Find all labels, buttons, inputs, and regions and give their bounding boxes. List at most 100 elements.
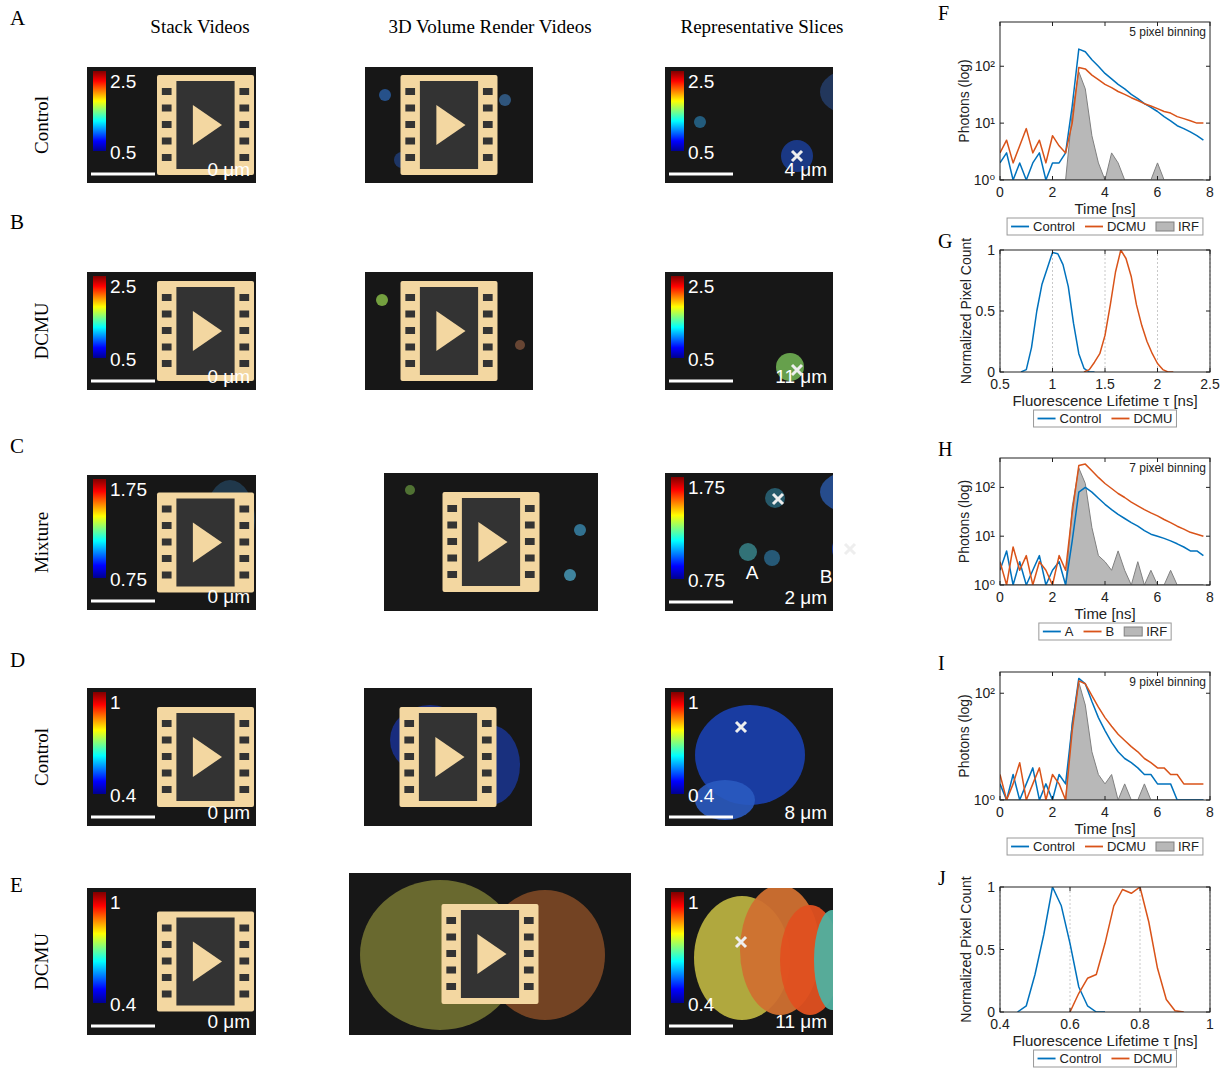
- colorbar-max: 1: [688, 692, 699, 713]
- cells: [360, 880, 605, 1030]
- sprocket: [239, 105, 249, 112]
- cell: [405, 485, 415, 495]
- grid-line: [1070, 887, 1071, 1012]
- colorbar: [671, 276, 684, 358]
- x-axis-title: Time [ns]: [1074, 200, 1135, 217]
- colorbar-min: 0.4: [110, 785, 137, 806]
- y-tick: [1000, 311, 1004, 312]
- x-tick: [1157, 368, 1158, 372]
- film-frame: [176, 287, 234, 375]
- play-symbol: [478, 522, 507, 562]
- x-tick-label: 0: [996, 589, 1004, 605]
- film-frame: [420, 287, 478, 375]
- sprocket: [446, 983, 456, 990]
- image-panel: 2.50.511 μm: [665, 272, 833, 390]
- chart: 0246810⁰10²Photons (log)Time [ns]I9 pixe…: [938, 652, 1214, 855]
- colorbar-max: 1.75: [110, 479, 147, 500]
- x-tick-label: 1: [1206, 1016, 1214, 1032]
- sprocket: [239, 786, 249, 793]
- legend-item: DCMU: [1085, 219, 1146, 234]
- depth-label: 2 μm: [784, 587, 827, 608]
- x-tick: [1000, 250, 1001, 254]
- x-tick: [1000, 22, 1001, 26]
- sprocket: [162, 294, 172, 301]
- legend: ABIRF: [1039, 623, 1171, 640]
- colorbar: [93, 71, 106, 151]
- film-frame: [462, 498, 520, 586]
- x-tick: [1070, 887, 1071, 891]
- sprocket: [405, 121, 415, 128]
- legend-swatch: [1124, 627, 1142, 636]
- sprocket: [239, 974, 249, 981]
- x-tick: [1210, 250, 1211, 254]
- sprocket: [482, 786, 492, 793]
- legend-swatch: [1038, 418, 1056, 420]
- colorbar-max: 1: [110, 692, 121, 713]
- sprocket: [482, 770, 492, 777]
- y-tick: [1000, 1012, 1004, 1013]
- x-tick: [1210, 672, 1211, 676]
- y-tick: [1206, 123, 1210, 124]
- sprocket: [482, 753, 492, 760]
- sprocket: [446, 934, 456, 941]
- image-background: [364, 688, 532, 826]
- sprocket: [405, 88, 415, 95]
- plot-background: [1000, 672, 1210, 800]
- legend-swatch: [1111, 418, 1129, 420]
- image-background: [87, 67, 256, 183]
- x-tick: [1105, 250, 1106, 254]
- row-label: Control: [31, 96, 52, 154]
- colorbar-min: 0.5: [110, 349, 136, 370]
- colorbar-max: 2.5: [688, 276, 714, 297]
- sprocket: [405, 327, 415, 334]
- cell: [820, 473, 833, 514]
- scale-bar: [91, 816, 155, 819]
- film: [442, 904, 539, 1004]
- image-panel: 10.40 μm: [87, 688, 256, 826]
- colorbar-min: 0.4: [688, 785, 715, 806]
- x-tick-label: 2.5: [1200, 376, 1220, 392]
- scale-bar: [91, 173, 155, 176]
- column-header: Representative Slices: [680, 16, 843, 37]
- x-tick-label: 4: [1101, 589, 1109, 605]
- legend-swatch: [1111, 1058, 1129, 1060]
- y-tick: [1206, 585, 1210, 586]
- film-frame: [176, 81, 234, 169]
- plot-frame: [1000, 250, 1210, 372]
- figure: Stack Videos3D Volume Render VideosRepre…: [0, 0, 1229, 1073]
- cell: [574, 524, 586, 536]
- x-tick-label: 0: [996, 804, 1004, 820]
- colorbar: [671, 692, 684, 794]
- sprocket: [483, 311, 493, 318]
- film-frame: [176, 499, 234, 587]
- x-tick: [1052, 672, 1053, 676]
- sprocket: [483, 154, 493, 161]
- legend-swatch: [1038, 1058, 1056, 1060]
- sprocket: [405, 360, 415, 367]
- x-tick-label: 4: [1101, 184, 1109, 200]
- image-background: [87, 888, 256, 1035]
- series-line: [1021, 252, 1095, 372]
- x-tick: [1157, 176, 1158, 180]
- x-tick: [1105, 368, 1106, 372]
- legend-swatch: [1043, 631, 1061, 633]
- sprocket: [525, 538, 535, 545]
- y-tick-label: 0: [987, 364, 995, 380]
- image-background: [665, 272, 833, 390]
- y-tick: [1206, 487, 1210, 488]
- film: [401, 281, 498, 381]
- sprocket: [483, 344, 493, 351]
- legend-item: Control: [1011, 839, 1075, 854]
- y-tick: [1206, 949, 1210, 950]
- image-background: [87, 272, 256, 390]
- x-tick: [1210, 22, 1211, 26]
- y-tick: [1206, 536, 1210, 537]
- sprocket: [524, 934, 534, 941]
- sprocket: [447, 522, 457, 529]
- x-tick: [1052, 581, 1053, 585]
- cell: [360, 880, 520, 1030]
- cell: [499, 94, 511, 106]
- y-tick: [1000, 372, 1004, 373]
- sprocket: [239, 991, 249, 998]
- x-tick-label: 1: [1049, 376, 1057, 392]
